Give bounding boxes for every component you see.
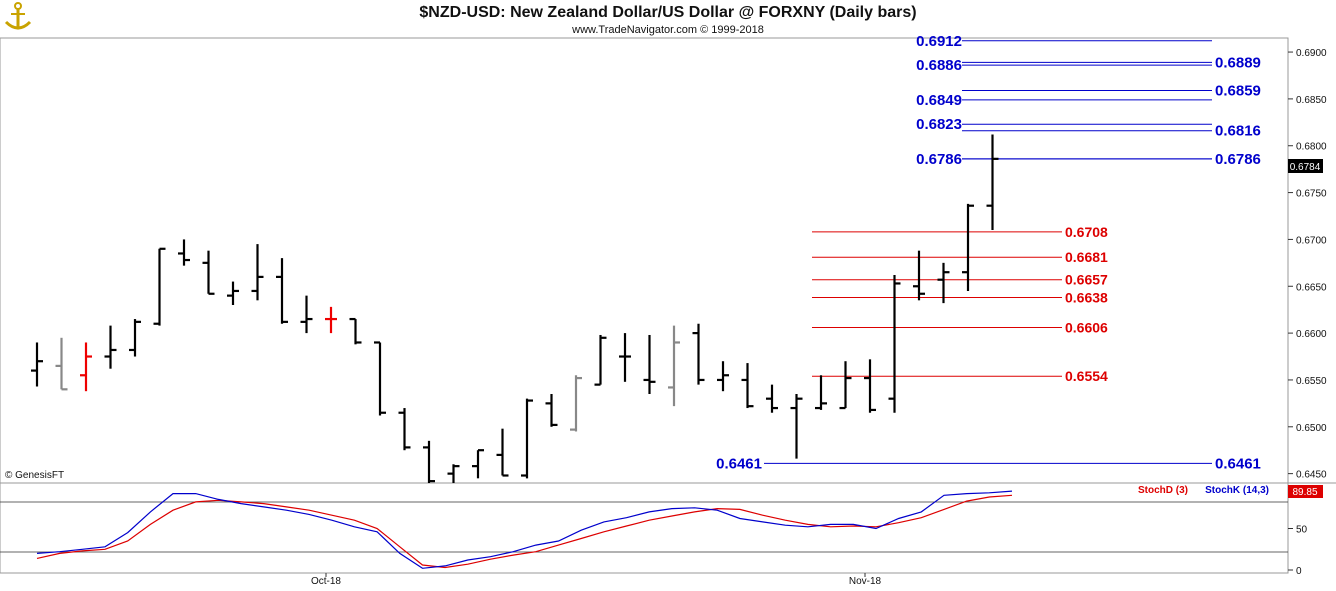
ohlc-bar	[594, 334, 607, 386]
ohlc-bar	[300, 295, 313, 334]
fib-level-label-red: 0.6681	[1065, 249, 1108, 265]
price-tick-label: 0.6700	[1296, 235, 1327, 246]
price-tick-label: 0.6850	[1296, 95, 1327, 106]
fib-level-label-blue: 0.6889	[1215, 54, 1261, 71]
legend-stochk: StochK (14,3)	[1205, 485, 1269, 496]
ohlc-bar	[962, 203, 974, 291]
ohlc-bar	[692, 323, 705, 385]
price-tick-label: 0.6900	[1296, 48, 1327, 59]
ohlc-bar	[55, 337, 68, 391]
ohlc-bar	[790, 394, 803, 459]
ohlc-bar	[31, 342, 43, 387]
stochd-line	[36, 494, 1013, 569]
ohlc-bar	[643, 334, 656, 394]
fib-level-label-red: 0.6606	[1065, 319, 1108, 335]
price-tick-label: 0.6600	[1296, 329, 1327, 340]
ohlc-bar	[129, 319, 141, 357]
stoch-tick-label: 50	[1296, 525, 1308, 536]
credit-text: © GenesisFT	[5, 470, 64, 481]
price-tick-label: 0.6650	[1296, 282, 1327, 293]
last-price-label: 0.6784	[1290, 162, 1321, 173]
ohlc-bar	[325, 306, 337, 334]
ohlc-bar	[766, 384, 778, 413]
ohlc-bar	[570, 375, 582, 432]
stoch-last-tag	[1288, 485, 1323, 498]
stoch-last-label: 89.85	[1292, 487, 1317, 498]
ohlc-bar	[839, 361, 852, 410]
ohlc-bar	[815, 375, 827, 410]
ohlc-bar	[276, 258, 288, 324]
ohlc-bar	[741, 363, 754, 409]
price-tick-label: 0.6450	[1296, 470, 1327, 481]
price-tick-label: 0.6750	[1296, 189, 1327, 200]
fib-level-label-blue: 0.6823	[916, 116, 962, 133]
fib-level-label-blue: 0.6786	[916, 151, 962, 168]
ohlc-bar	[447, 464, 460, 483]
ohlc-bar	[619, 333, 631, 382]
ohlc-bar	[717, 361, 729, 392]
ohlc-bar	[472, 449, 484, 479]
ohlc-bar	[864, 359, 876, 413]
low-level-label-left: 0.6461	[716, 455, 762, 472]
chart-title: $NZD-USD: New Zealand Dollar/US Dollar @…	[419, 4, 916, 21]
price-tick-label: 0.6550	[1296, 376, 1327, 387]
ohlc-bar	[423, 440, 435, 483]
fib-level-label-blue: 0.6859	[1215, 82, 1261, 99]
ohlc-bar	[986, 134, 999, 231]
ohlc-bar	[888, 275, 901, 413]
copyright-text: www.TradeNavigator.com © 1999-2018	[571, 24, 764, 36]
last-price-tag	[1288, 159, 1323, 173]
ohlc-bar	[153, 247, 166, 326]
date-label: Nov-18	[849, 576, 882, 587]
ohlc-bar	[398, 408, 411, 451]
ohlc-bar	[668, 325, 680, 407]
ohlc-bar	[521, 398, 533, 479]
ohlc-bar	[227, 281, 239, 305]
fib-level-label-red: 0.6657	[1065, 272, 1108, 288]
legend-stochd: StochD (3)	[1138, 485, 1188, 496]
ohlc-bar	[202, 250, 215, 295]
stoch-tick-label: 0	[1296, 566, 1302, 577]
fib-level-label-blue: 0.6849	[916, 92, 962, 109]
ohlc-bar	[545, 394, 558, 427]
ohlc-bar	[251, 244, 264, 301]
stochk-line	[36, 490, 1013, 569]
fib-level-label-red: 0.6708	[1065, 224, 1108, 240]
ohlc-bar	[374, 341, 386, 416]
fib-level-label-red: 0.6638	[1065, 290, 1108, 306]
low-level-label-right: 0.6461	[1215, 455, 1261, 472]
fib-level-label-blue: 0.6912	[916, 33, 962, 50]
fib-level-label-blue: 0.6886	[916, 57, 962, 74]
fib-level-label-blue: 0.6816	[1215, 123, 1261, 140]
price-tick-label: 0.6800	[1296, 142, 1327, 153]
date-label: Oct-18	[311, 576, 341, 587]
ohlc-bar	[80, 342, 92, 392]
ohlc-bar	[349, 317, 362, 345]
fib-level-label-red: 0.6554	[1065, 368, 1108, 384]
ohlc-bar	[937, 262, 950, 304]
ohlc-bar	[178, 239, 190, 266]
fib-level-label-blue: 0.6786	[1215, 151, 1261, 168]
anchor-icon[interactable]	[4, 2, 32, 30]
ohlc-bar	[496, 428, 509, 477]
price-tick-label: 0.6500	[1296, 423, 1327, 434]
ohlc-bar	[104, 325, 117, 369]
ohlc-bar	[913, 250, 925, 301]
